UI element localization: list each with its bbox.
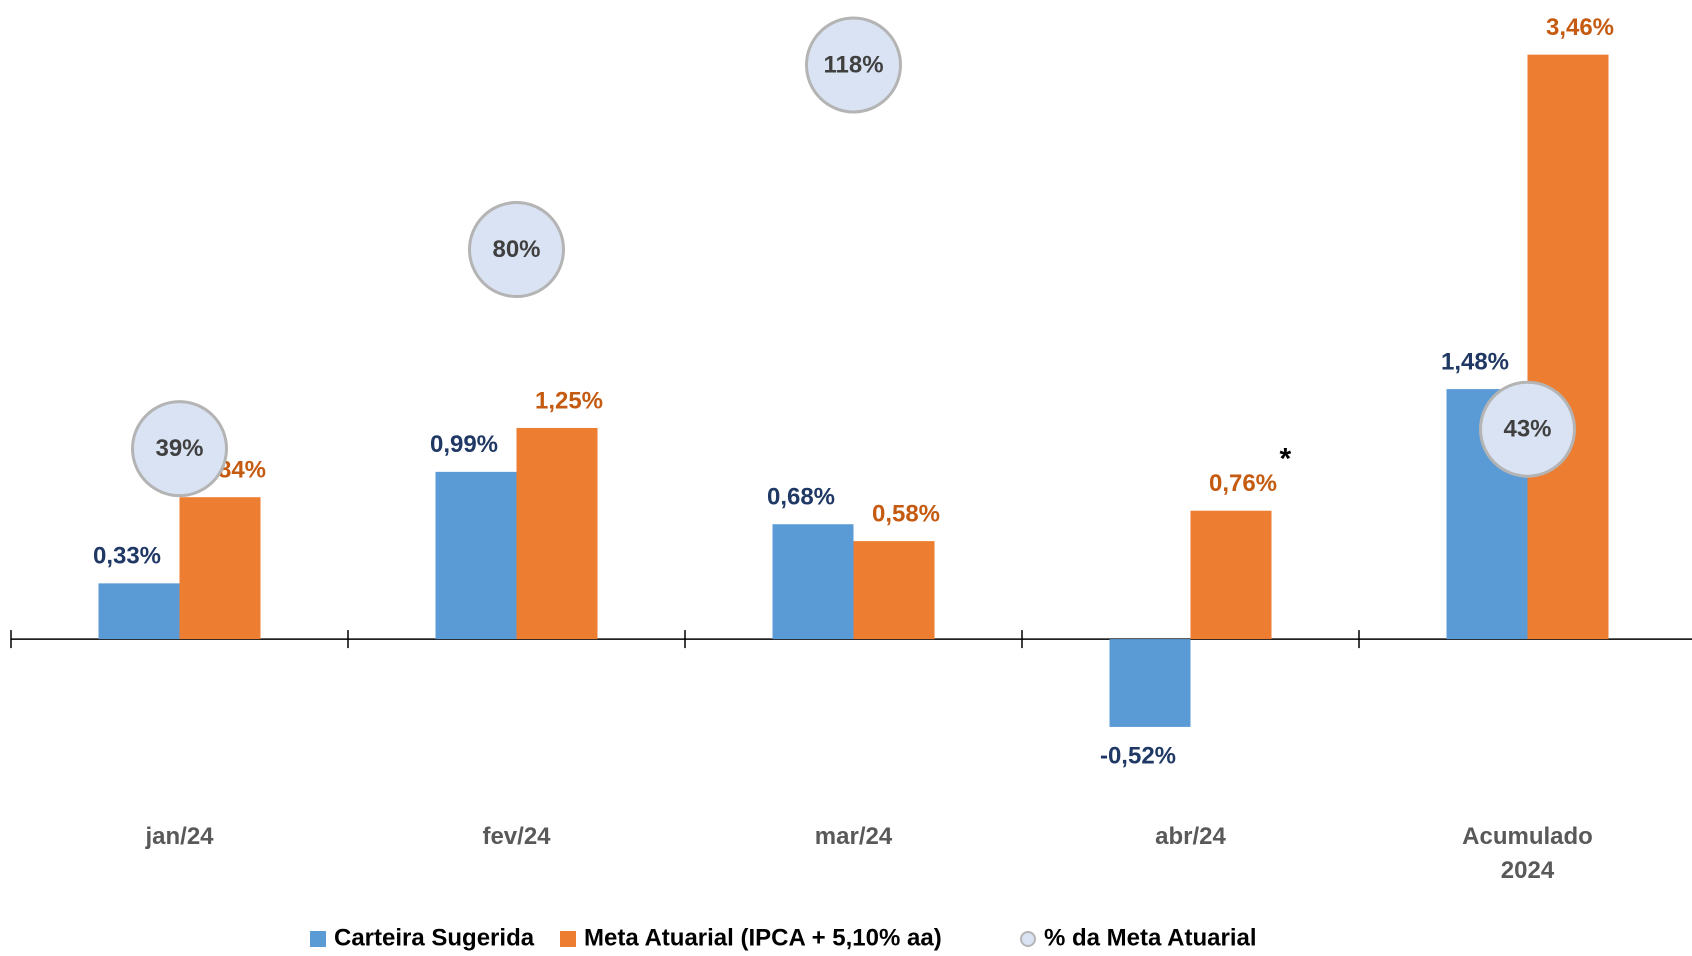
bubble-label: 118% — [823, 51, 883, 78]
legend-label: Carteira Sugerida — [334, 924, 535, 951]
legend-label: Meta Atuarial (IPCA + 5,10% aa) — [584, 924, 942, 951]
bubble-label: 39% — [155, 435, 203, 462]
data-label: 3,46% — [1546, 14, 1614, 41]
percent-bubble — [468, 201, 565, 299]
data-label: 0,58% — [872, 500, 940, 527]
x-tick-label: mar/24 — [814, 823, 893, 850]
data-label: -0,52% — [1100, 742, 1176, 769]
percent-bubble — [131, 400, 228, 498]
data-label: 0,33% — [93, 543, 161, 570]
bar — [772, 524, 854, 640]
annotation: * — [1280, 443, 1292, 476]
bar — [435, 471, 517, 640]
percent-bubble — [1479, 380, 1576, 478]
bar — [1527, 54, 1609, 640]
x-tick-label: Acumulado 2024 — [1462, 823, 1593, 884]
data-label: 0,76% — [1209, 470, 1277, 497]
x-tick-label: fev/24 — [482, 823, 551, 850]
data-label: 0,68% — [767, 484, 835, 511]
data-label: 0,99% — [430, 431, 498, 458]
bar — [1109, 639, 1191, 727]
legend-label: % da Meta Atuarial — [1044, 924, 1257, 951]
bar — [179, 497, 261, 640]
percent-bubble — [805, 16, 902, 114]
bar — [516, 427, 598, 640]
bar — [853, 541, 935, 640]
data-label: 1,25% — [535, 387, 603, 414]
data-label: 1,48% — [1441, 348, 1509, 375]
legend-marker — [560, 931, 576, 947]
bar — [1190, 510, 1272, 640]
x-tick-label: abr/24 — [1155, 823, 1226, 850]
bar — [98, 583, 180, 640]
legend-marker — [310, 931, 326, 947]
bubble-label: 80% — [492, 236, 540, 263]
legend-marker — [1020, 931, 1036, 947]
bubble-label: 43% — [1503, 416, 1551, 443]
x-tick-label: jan/24 — [145, 823, 214, 850]
